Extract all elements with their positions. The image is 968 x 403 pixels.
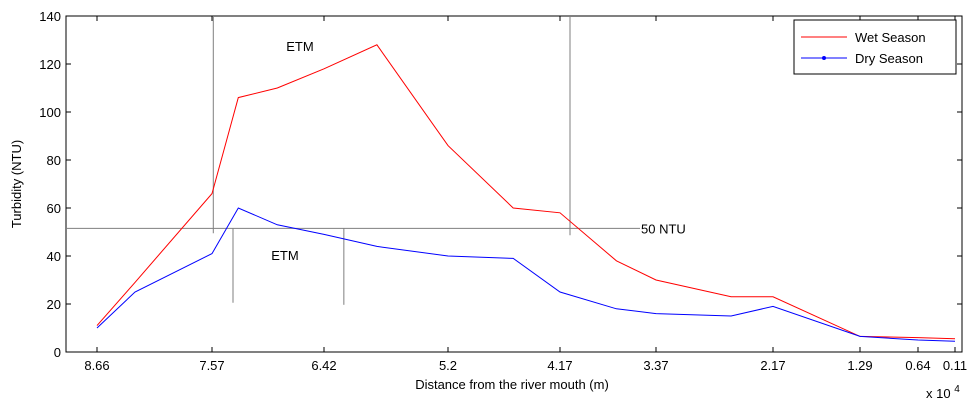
threshold-label: 50 NTU xyxy=(641,221,686,236)
x-tick-label: 0.64 xyxy=(905,358,930,373)
legend-label: Dry Season xyxy=(855,51,923,66)
y-tick-label: 0 xyxy=(54,345,61,360)
legend-marker xyxy=(822,56,826,60)
series-line-wet-season xyxy=(96,44,956,340)
y-tick-label: 80 xyxy=(47,153,61,168)
y-tick-label: 20 xyxy=(47,297,61,312)
x-tick-label: 8.66 xyxy=(84,358,109,373)
y-tick-label: 40 xyxy=(47,249,61,264)
x-axis-multiplier-base: x 10 xyxy=(926,386,951,401)
x-tick-label: 6.42 xyxy=(311,358,336,373)
x-axis-label: Distance from the river mouth (m) xyxy=(415,377,609,392)
y-tick-label: 120 xyxy=(39,57,61,72)
x-tick-label: 0.11 xyxy=(943,358,967,373)
x-axis-ticks: 8.66 7.57 6.42 5.2 4.17 3.37 2.17 1.29 0.64 0.11 xyxy=(84,16,967,373)
y-tick-label: 140 xyxy=(39,9,61,24)
series-line-dry-season xyxy=(96,207,956,342)
x-tick-label: 3.37 xyxy=(643,358,668,373)
dry-etm-label: ETM xyxy=(271,248,298,263)
y-tick-label: 100 xyxy=(39,105,61,120)
x-tick-label: 5.2 xyxy=(439,358,457,373)
x-axis-multiplier-exponent: 4 xyxy=(954,384,960,395)
y-axis-ticks: 0 20 40 60 80 100 120 140 xyxy=(39,9,962,360)
legend-box xyxy=(793,19,957,75)
x-axis-multiplier: x 10 4 xyxy=(926,384,960,401)
x-tick-label: 4.17 xyxy=(547,358,572,373)
series-group xyxy=(96,44,956,342)
y-axis-label: Turbidity (NTU) xyxy=(9,140,24,228)
wet-etm-label: ETM xyxy=(286,39,313,54)
x-tick-label: 2.17 xyxy=(760,358,785,373)
annotations: 50 NTU ETM ETM xyxy=(66,16,686,305)
legend-label: Wet Season xyxy=(855,30,926,45)
x-tick-label: 7.57 xyxy=(199,358,224,373)
x-tick-label: 1.29 xyxy=(847,358,872,373)
legend: Wet Season Dry Season xyxy=(793,19,957,75)
y-tick-label: 60 xyxy=(47,201,61,216)
